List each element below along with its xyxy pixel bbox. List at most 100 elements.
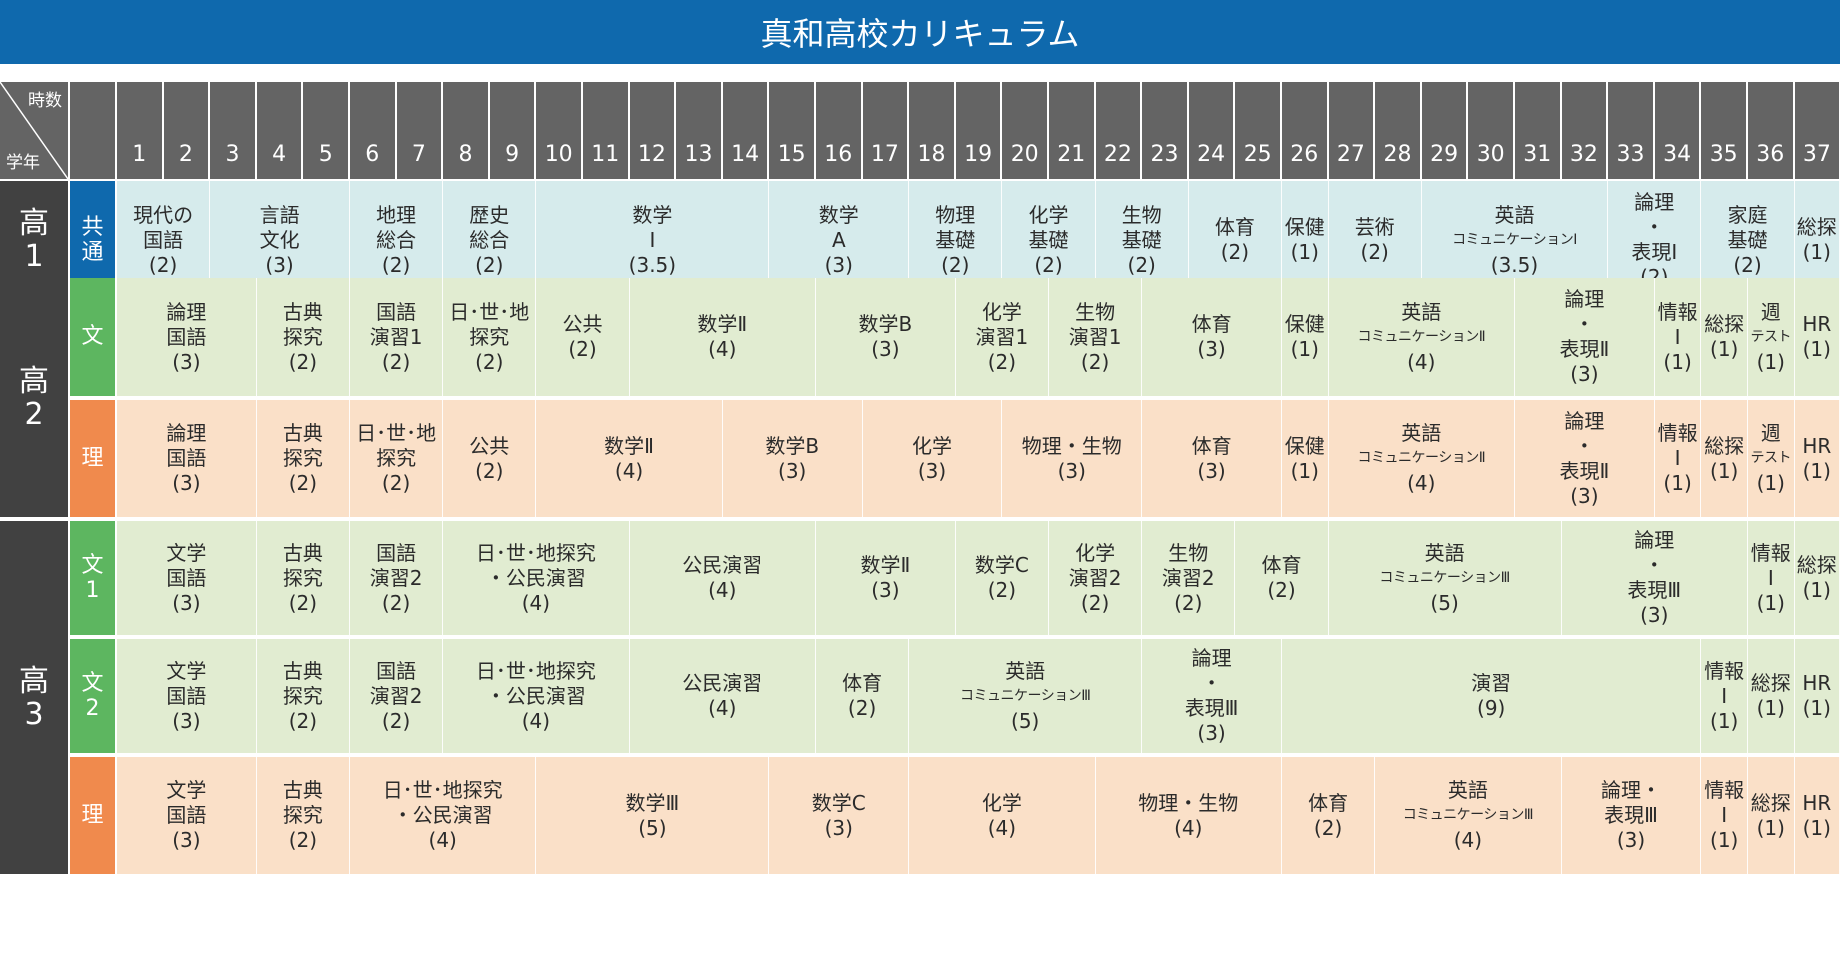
subject-line: (2): [1034, 252, 1063, 277]
subject-line: 数学Ⅱ: [697, 312, 748, 336]
hour-number: 10: [536, 82, 581, 179]
subject-line: 保健: [1284, 215, 1325, 239]
hour-number: 13: [676, 82, 721, 179]
subject-cell: 英語 コミュニケーションⅡ (4): [1329, 400, 1515, 517]
subject-line: 英語: [1401, 421, 1442, 445]
subject-cell: 数学Ⅲ (5): [536, 757, 770, 874]
subject-line: (3): [1057, 458, 1086, 483]
subject-line: (4): [521, 708, 551, 733]
subject-line: 文化: [259, 227, 300, 252]
subject-line: 現代の: [133, 202, 194, 227]
subject-line: 数学C: [974, 553, 1029, 577]
subject-line: (1): [1802, 458, 1831, 483]
subject-line: 情報: [1750, 540, 1791, 565]
subject-line: 化学: [1028, 202, 1069, 227]
hour-number: 5: [303, 82, 348, 179]
hour-number: 34: [1654, 82, 1700, 179]
subject-cell: 公共 (2): [443, 400, 537, 517]
subject-line: (9): [1477, 696, 1506, 720]
hour-number: 11: [583, 82, 628, 179]
subject-line: 歴史: [469, 202, 510, 227]
subject-line: 数学: [632, 202, 673, 227]
subject-cell: 物理 基礎 (2): [909, 181, 1003, 299]
subject-line: Ⅰ: [1674, 446, 1681, 470]
subject-line: 情報: [1657, 299, 1698, 324]
subject-cell: 英語 コミュニケーションⅢ (5): [1329, 521, 1562, 635]
subject-line: テスト: [1750, 328, 1792, 345]
subject-line: 文学: [166, 658, 207, 683]
subject-line: 演習2: [369, 565, 423, 590]
subject-cell: 保健 (1): [1282, 278, 1329, 396]
subject-line: (2): [941, 252, 970, 277]
subject-cell: 論理・表現Ⅱ (3): [1515, 400, 1655, 517]
subject-line: 化学: [911, 433, 952, 458]
subject-line: (2): [987, 349, 1017, 374]
subject-line: (4): [1453, 828, 1483, 852]
subject-line: 探究: [282, 446, 323, 470]
subject-line: (1): [1756, 696, 1785, 720]
hour-number: 8: [443, 82, 488, 179]
subject-line: (2): [1127, 252, 1156, 277]
subject-line: 表現Ⅲ: [1604, 803, 1658, 827]
subject-cell: 日･世･地 探究 (2): [443, 278, 537, 396]
subject-line: Ⅰ: [1767, 565, 1774, 590]
subject-line: 演習1: [369, 324, 423, 349]
subject-line: 情報: [1657, 421, 1698, 445]
subject-cell: 国語 演習2 (2): [350, 639, 444, 753]
subject-line: 文学: [166, 778, 207, 802]
subject-line: (2): [288, 590, 318, 615]
subject-line: A: [831, 227, 846, 252]
subject-line: 国語: [143, 227, 184, 252]
subject-line: ・: [1644, 215, 1665, 239]
subject-cell: 国語 演習1 (2): [350, 278, 444, 396]
subject-line: 総探: [1796, 215, 1837, 239]
subject-cell: 日･世･地探究 ・公民演習 (4): [443, 639, 630, 753]
subject-line: 基礎: [1121, 227, 1162, 252]
subject-line: ・: [1574, 312, 1595, 336]
subject-line: 古典: [282, 299, 323, 324]
subject-line: 日･世･地探究: [382, 778, 503, 802]
subject-cell: 総探 (1): [1795, 181, 1840, 299]
subject-line: 英語: [1005, 658, 1046, 683]
subject-line: 総探: [1750, 790, 1791, 815]
subject-line: 物理: [935, 202, 976, 227]
subject-line: (3): [172, 349, 201, 374]
hour-number: 21: [1049, 82, 1094, 179]
subject-line: 数学Ⅱ: [860, 553, 911, 577]
subject-cell: 週テスト (1): [1748, 400, 1795, 517]
subject-line: (2): [381, 252, 411, 277]
grade-label: 高 3: [0, 521, 68, 874]
subject-cell: 数学B (3): [723, 400, 863, 517]
subject-line: 総合: [376, 227, 417, 252]
subject-line: 演習2: [1068, 565, 1122, 590]
subject-line: ・: [1201, 671, 1222, 695]
subject-line: コミュニケーションⅡ: [1357, 450, 1486, 466]
subject-line: (3): [1570, 362, 1599, 386]
subject-line: (2): [847, 696, 877, 720]
subject-line: ・: [1574, 433, 1595, 458]
subject-line: 論理: [166, 421, 207, 445]
subject-line: 国語: [166, 565, 207, 590]
subject-cell: 古典 探究 (2): [257, 278, 350, 396]
subject-cell: HR (1): [1795, 639, 1840, 753]
subject-line: (2): [288, 708, 318, 733]
subject-cell: 保健 (1): [1282, 400, 1329, 517]
subject-line: コミュニケーションⅡ: [1357, 328, 1486, 345]
subject-cell: 数学 A (3): [769, 181, 910, 299]
hour-number: 9: [489, 82, 535, 179]
subject-line: (2): [475, 458, 504, 483]
subject-line: HR: [1802, 312, 1832, 336]
subject-cell: 化学 (4): [909, 757, 1096, 874]
grade-label: 高 2: [0, 278, 68, 517]
hour-number: 17: [862, 82, 908, 179]
subject-cell: 論理・表現Ⅱ (3): [1515, 278, 1655, 396]
subject-line: 国語: [376, 658, 417, 683]
subject-line: 演習2: [1161, 565, 1215, 590]
subject-cell: 古典 探究 (2): [257, 400, 350, 517]
subject-cell: 論理・表現Ⅲ(3): [1562, 757, 1702, 874]
subject-cell: 体育 (2): [1282, 757, 1376, 874]
hour-number: 12: [629, 82, 675, 179]
subject-line: Ⅰ: [1721, 683, 1728, 708]
subject-line: (2): [1080, 349, 1110, 374]
track-header: [70, 82, 115, 179]
